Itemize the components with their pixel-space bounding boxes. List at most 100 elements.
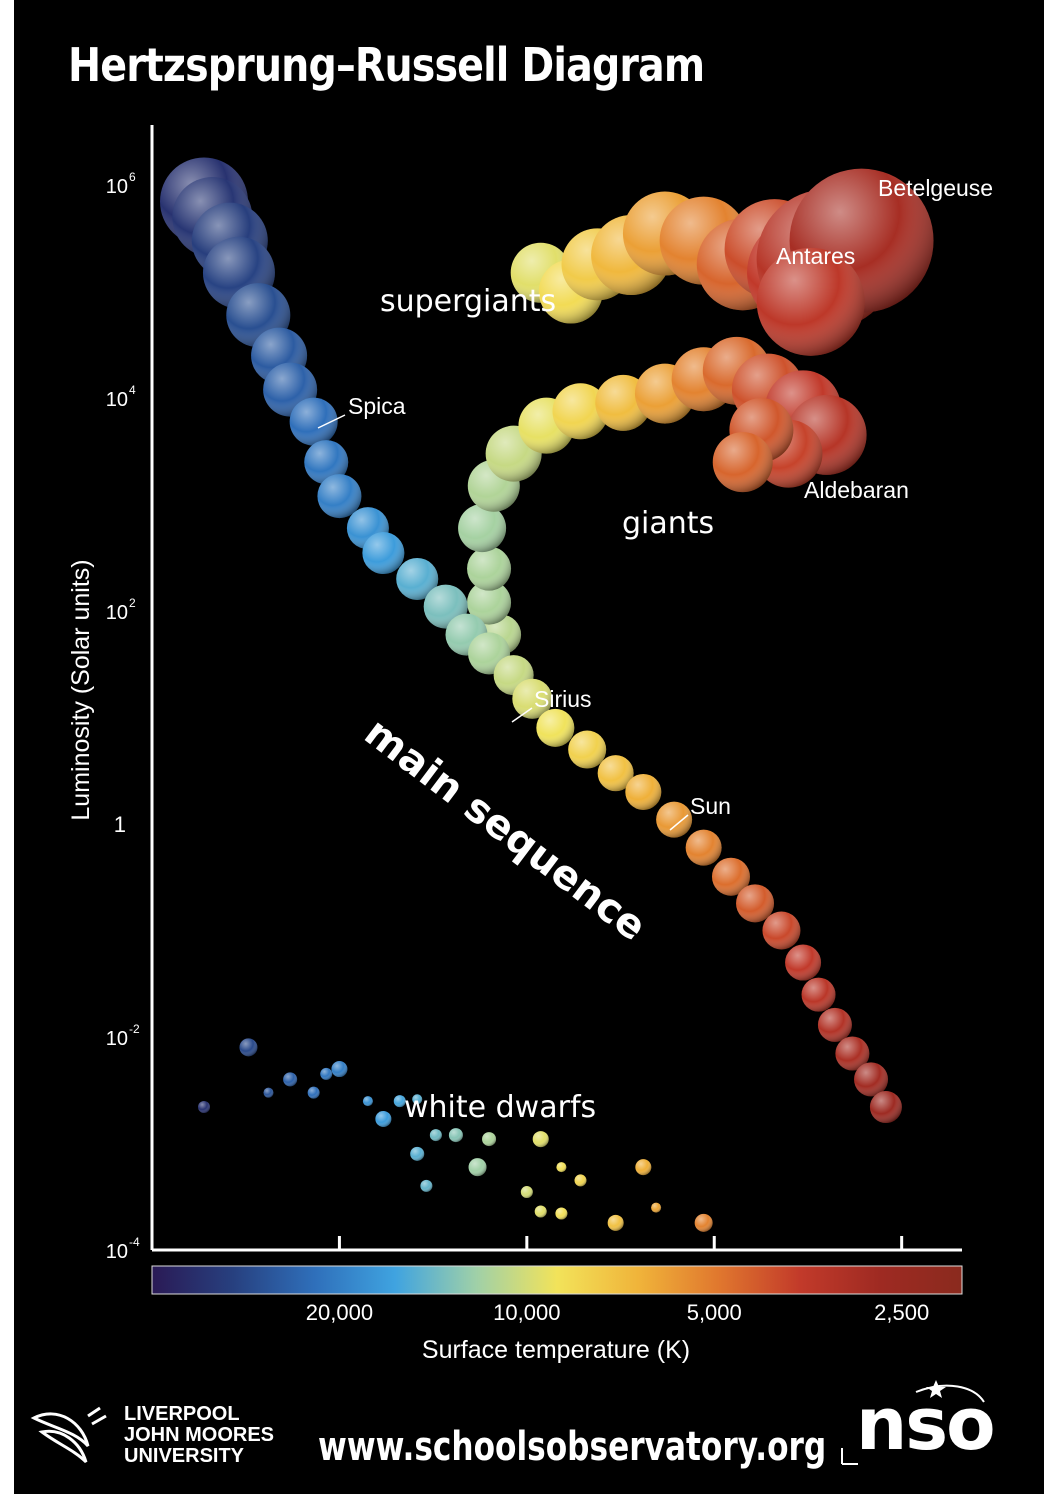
ljmu-logo: LIVERPOOL JOHN MOORES UNIVERSITY	[28, 1398, 298, 1478]
star-label-aldebaran: Aldebaran	[804, 477, 909, 503]
group-label-giants: giants	[622, 506, 714, 541]
giant-star	[712, 432, 773, 493]
svg-text:10: 10	[106, 602, 128, 624]
svg-text:10: 10	[106, 389, 128, 411]
main-sequence-star	[762, 911, 801, 950]
ljmu-line-2: JOHN MOORES	[124, 1424, 275, 1446]
white-dwarf-star	[448, 1128, 463, 1143]
main-sequence-star	[854, 1062, 889, 1097]
white-dwarf-star	[429, 1129, 442, 1142]
main-sequence-star	[317, 474, 362, 519]
giant-star	[467, 580, 512, 625]
ljmu-line-3: UNIVERSITY	[124, 1445, 245, 1467]
main-sequence-star	[512, 678, 553, 719]
star-label-sun: Sun	[690, 793, 731, 819]
y-tick-exponent: 6	[129, 170, 136, 184]
main-sequence-star	[396, 557, 439, 600]
main-sequence-star	[536, 708, 575, 747]
page-title: Hertzsprung–Russell Diagram	[68, 38, 705, 92]
svg-text:10: 10	[106, 1028, 128, 1050]
main-sequence-star	[785, 944, 822, 981]
main-sequence-star	[568, 730, 607, 769]
white-dwarf-star	[412, 1094, 423, 1105]
white-dwarf-star	[362, 1096, 373, 1107]
ljmu-emblem-icon	[30, 1406, 107, 1464]
main-sequence-star	[289, 397, 338, 446]
giant-star	[458, 504, 507, 553]
main-sequence-star	[736, 884, 775, 923]
star-label-antares: Antares	[776, 243, 855, 269]
y-tick-label: 10 -4	[106, 1235, 140, 1263]
white-dwarf-star	[420, 1179, 433, 1192]
main-sequence-star	[869, 1091, 902, 1124]
y-tick-label: 10 4	[106, 383, 136, 411]
star-leader-sirius	[511, 707, 533, 723]
white-dwarf-star	[283, 1072, 298, 1087]
star-label-sirius: Sirius	[534, 686, 592, 712]
main-sequence-star	[817, 1007, 852, 1042]
main-sequence-star	[362, 532, 405, 575]
white-dwarf-star	[694, 1213, 713, 1232]
white-dwarf-star	[635, 1159, 652, 1176]
temperature-colorbar	[151, 1265, 963, 1295]
nso-arc-icon	[841, 1380, 985, 1465]
star-leader-spica	[317, 414, 346, 429]
group-label-white-dwarfs: white dwarfs	[404, 1090, 596, 1125]
x-axis-label: Surface temperature (K)	[422, 1336, 690, 1364]
y-tick-exponent: -4	[129, 1235, 140, 1249]
nso-wordmark: nso	[856, 1382, 996, 1466]
white-dwarf-star	[607, 1214, 624, 1231]
white-dwarf-star	[331, 1061, 348, 1078]
website-url: www.schoolsobservatory.org	[318, 1424, 827, 1470]
svg-text:1: 1	[114, 812, 126, 837]
white-dwarf-star	[307, 1086, 320, 1099]
star-label-spica: Spica	[348, 393, 406, 419]
colorbar-gradient	[151, 1265, 963, 1295]
main-sequence-star	[685, 829, 722, 866]
star-leader-sun	[669, 814, 689, 831]
supergiant-star	[756, 247, 865, 356]
white-dwarf-star	[651, 1202, 662, 1213]
y-tick-label: 10 2	[106, 596, 136, 624]
white-dwarf-star	[410, 1146, 425, 1161]
white-dwarf-star	[574, 1174, 587, 1187]
white-dwarf-star	[393, 1095, 406, 1108]
y-tick-exponent: -2	[129, 1022, 140, 1036]
white-dwarf-star	[482, 1132, 497, 1147]
x-tick-label: 5,000	[687, 1300, 742, 1325]
white-dwarf-star	[468, 1158, 487, 1177]
group-label-supergiants: supergiants	[380, 284, 556, 319]
x-tick-label: 2,500	[874, 1300, 929, 1325]
white-dwarf-star	[556, 1162, 567, 1173]
white-dwarf-star	[239, 1038, 258, 1057]
main-sequence-star	[711, 857, 750, 896]
white-dwarf-star	[263, 1087, 274, 1098]
ljmu-line-1: LIVERPOOL	[124, 1403, 240, 1425]
white-dwarf-star	[555, 1207, 568, 1220]
main-sequence-star	[597, 755, 634, 792]
main-sequence-star	[801, 977, 836, 1012]
y-axis-label: Luminosity (Solar units)	[67, 559, 95, 820]
y-tick-exponent: 4	[129, 383, 136, 397]
svg-text:10: 10	[106, 1241, 128, 1263]
main-sequence-star	[656, 801, 693, 838]
giant-star	[552, 383, 609, 440]
y-tick-exponent: 2	[129, 596, 136, 610]
main-sequence-star	[625, 773, 662, 810]
ljmu-wordmark: LIVERPOOL JOHN MOORES UNIVERSITY	[124, 1404, 274, 1467]
nso-logo: nso	[836, 1372, 1006, 1472]
right-border	[1044, 0, 1058, 1494]
left-border	[0, 0, 14, 1494]
star-labels: Betelgeuse Antares Aldebaran Spica Siriu…	[317, 175, 993, 831]
white-dwarf-star	[520, 1186, 533, 1199]
main-sequence-star	[835, 1036, 870, 1071]
main-sequence-star	[304, 440, 349, 485]
star-label-betelgeuse: Betelgeuse	[878, 175, 993, 201]
star-markers	[160, 157, 934, 1232]
x-tick-label: 20,000	[306, 1300, 373, 1325]
white-dwarf-star	[198, 1101, 211, 1114]
group-label-main-sequence: main sequence	[356, 709, 655, 950]
y-tick-label: 1	[114, 812, 126, 837]
giant-star	[467, 546, 512, 591]
